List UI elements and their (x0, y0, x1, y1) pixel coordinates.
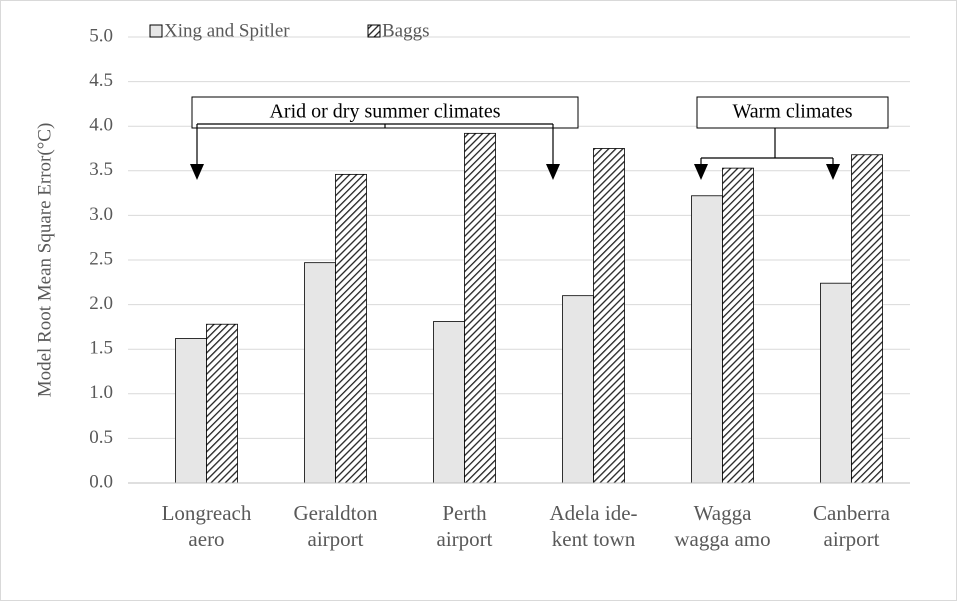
y-tick-label: 3.0 (89, 204, 113, 225)
x-tick-label: Wagga wagga amo (674, 501, 771, 551)
bar (851, 154, 883, 484)
bar (335, 173, 367, 484)
y-tick-label: 3.5 (89, 159, 113, 180)
x-tick-label: Canberra airport (813, 501, 890, 551)
x-tick-label: Geraldton airport (293, 501, 378, 551)
x-tick-label: Perth airport (436, 501, 493, 551)
bar (464, 132, 496, 484)
legend-label: Baggs (382, 20, 430, 41)
bar (722, 167, 754, 484)
arrow-head (826, 164, 840, 180)
annotation: Arid or dry summer climates (269, 101, 500, 123)
legend-swatch (367, 24, 381, 38)
y-tick-label: 1.5 (89, 338, 113, 359)
bar (820, 282, 852, 484)
y-tick-label: 0.5 (89, 427, 113, 448)
y-tick-label: 2.0 (89, 293, 113, 314)
y-tick-label: 1.0 (89, 382, 113, 403)
y-tick-label: 4.0 (89, 115, 113, 136)
annotation-box (191, 96, 579, 129)
annotation: Warm climates (732, 101, 852, 123)
legend-swatch (149, 24, 163, 38)
arrow-head (190, 164, 204, 180)
x-tick-label: Adela ide- kent town (549, 501, 638, 551)
annotation-box (696, 96, 889, 129)
x-tick-label: Longreach aero (161, 501, 252, 551)
y-tick-label: 2.5 (89, 248, 113, 269)
bar (206, 323, 238, 484)
y-tick-label: 4.5 (89, 70, 113, 91)
bar (304, 262, 336, 484)
bar (175, 338, 207, 484)
y-tick-label: 0.0 (89, 471, 113, 492)
y-tick-label: 5.0 (89, 25, 113, 46)
bar (562, 295, 594, 484)
legend-label: Xing and Spitler (164, 20, 290, 41)
bar (691, 195, 723, 484)
arrow-head (694, 164, 708, 180)
arrow-head (546, 164, 560, 180)
bar (433, 321, 465, 484)
y-axis-title: Model Root Mean Square Error(°C) (34, 123, 55, 398)
bar (593, 148, 625, 484)
